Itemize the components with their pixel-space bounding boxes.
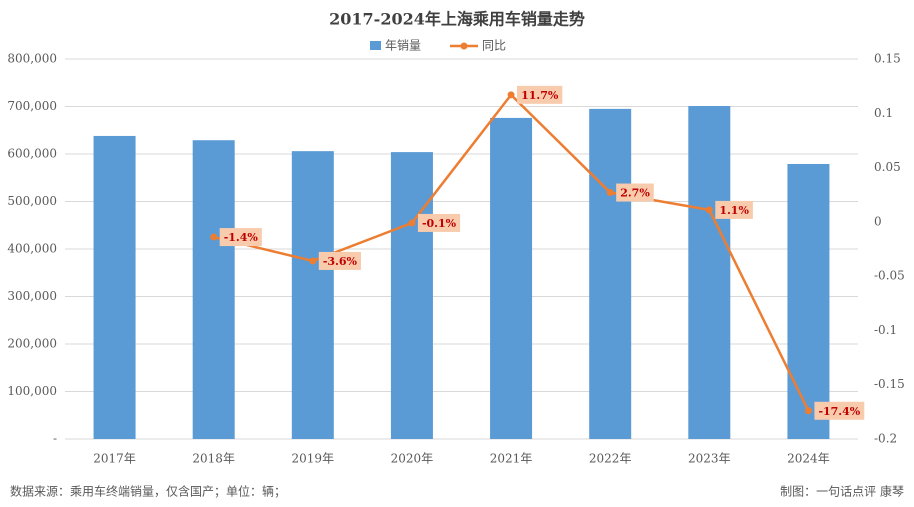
y-tick-label: 700,000: [7, 99, 57, 113]
y2-tick-label: -0.2: [874, 432, 897, 446]
value-label: 2.7%: [616, 183, 654, 202]
y2-tick-label: 0: [874, 214, 882, 228]
value-label-bg: [517, 85, 563, 104]
value-label-text: 2.7%: [620, 187, 650, 200]
legend-label: 同比: [482, 39, 506, 53]
y-tick-label: 200,000: [7, 337, 57, 351]
y2-tick-label: -0.05: [874, 269, 905, 283]
credit-note: 制图：一句话点评 康琴: [780, 484, 904, 499]
y-tick-label: 100,000: [7, 384, 57, 398]
x-tick-label: 2017年: [93, 452, 136, 466]
bar: [490, 117, 533, 440]
value-label-text: -17.4%: [818, 405, 860, 418]
x-tick-label: 2024年: [787, 452, 830, 466]
legend-label: 年销量: [385, 39, 421, 53]
value-label-bg: [318, 251, 361, 270]
legend-swatch: [460, 42, 468, 50]
legend-swatch: [370, 41, 381, 50]
y2-tick-label: -0.15: [874, 377, 905, 391]
y-tick-label: 500,000: [7, 194, 57, 208]
y-tick-label: -: [53, 432, 57, 446]
value-label: -0.1%: [417, 213, 461, 232]
value-label-bg: [219, 228, 262, 247]
y2-tick-label: 0.05: [874, 160, 901, 174]
value-label-bg: [616, 183, 654, 202]
y2-tick-label: -0.1: [874, 323, 897, 337]
x-tick-label: 2022年: [589, 452, 632, 466]
value-label: 11.7%: [517, 85, 563, 104]
y-tick-label: 800,000: [7, 52, 57, 66]
value-label: 1.1%: [715, 200, 753, 219]
y2-tick-label: 0.1: [874, 106, 893, 120]
line-point: [705, 206, 713, 214]
y-tick-label: 300,000: [7, 289, 57, 303]
line-point: [606, 189, 614, 197]
line-point: [408, 219, 416, 227]
bar: [192, 140, 235, 439]
value-label-text: -1.4%: [224, 231, 259, 244]
bar: [390, 152, 433, 439]
value-label: -1.4%: [219, 228, 262, 247]
x-tick-label: 2018年: [192, 452, 235, 466]
x-tick-label: 2023年: [688, 452, 731, 466]
value-label-text: 11.7%: [521, 89, 559, 102]
line-point: [210, 233, 218, 241]
line-point: [507, 91, 515, 99]
line-point: [309, 257, 317, 265]
source-note: 数据来源：乘用车终端销量，仅含国产；单位：辆；: [10, 484, 286, 499]
value-label-bg: [417, 213, 461, 232]
bar: [291, 151, 334, 439]
x-tick-label: 2019年: [292, 452, 335, 466]
x-tick-label: 2021年: [490, 452, 533, 466]
bar: [787, 163, 830, 439]
value-label-text: -0.1%: [422, 217, 457, 230]
y-tick-label: 600,000: [7, 147, 57, 161]
y-tick-label: 400,000: [7, 242, 57, 256]
bar: [93, 135, 136, 439]
chart-title: 2017-2024年上海乘用车销量走势: [329, 10, 585, 29]
line-point: [804, 407, 812, 415]
bar: [688, 106, 731, 440]
value-label: -17.4%: [814, 401, 865, 420]
bar: [589, 108, 632, 439]
value-label-bg: [814, 401, 865, 420]
value-label-bg: [715, 200, 753, 219]
value-label-text: 1.1%: [719, 204, 749, 217]
y2-tick-label: 0.15: [874, 52, 901, 66]
value-label-text: -3.6%: [323, 255, 358, 268]
x-tick-label: 2020年: [391, 452, 434, 466]
value-label: -3.6%: [318, 251, 361, 270]
